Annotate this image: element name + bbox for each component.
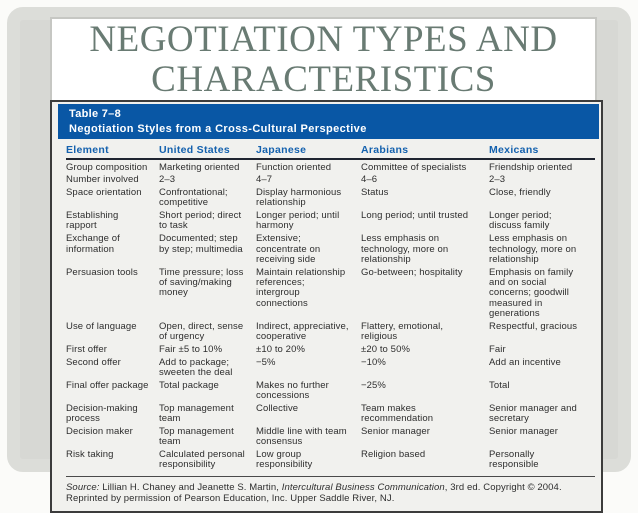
- table-caption: Negotiation Styles from a Cross-Cultural…: [69, 123, 367, 135]
- table-cell: Use of language: [66, 320, 137, 332]
- table-body: Group composition Marketing oriented Funct…: [66, 160, 595, 471]
- table-cell: Add to package; sweeten the deal: [159, 356, 233, 378]
- table-row: Persuasion tools Time pressure; loss of s…: [66, 265, 595, 319]
- table-cell: Collective: [256, 402, 299, 414]
- table-cell: −10%: [361, 356, 386, 368]
- table-cell: Longer period; until harmony: [256, 210, 340, 232]
- table-cell: Marketing oriented: [159, 161, 240, 173]
- table-cell: Friendship oriented: [489, 161, 573, 173]
- page-title-line-1: NEGOTIATION TYPES AND: [89, 19, 558, 60]
- table-cell: 4–7: [256, 174, 273, 186]
- table-cell: Number involved: [66, 174, 139, 186]
- table-row: Exchange of information Documented; step …: [66, 232, 595, 265]
- table-cell: Low group responsibility: [256, 448, 313, 471]
- table-row: Second offer Add to package; sweeten the …: [66, 355, 595, 378]
- table-cell: First offer: [66, 343, 108, 355]
- table-row: First offer Fair ±5 to 10% ±10 to 20% ±20 t…: [66, 342, 595, 355]
- table-row: Use of language Open, direct, sense of ur…: [66, 319, 595, 342]
- table-header-bar: Table 7–8 Negotiation Styles from a Cros…: [58, 104, 599, 139]
- table-cell: Maintain relationship references; interg…: [256, 266, 346, 309]
- table-cell: Middle line with team consensus: [256, 425, 347, 448]
- table-cell: Open, direct, sense of urgency: [159, 320, 244, 342]
- table-cell: Total package: [159, 379, 219, 391]
- table-row: Establishing rapport Short period; direct…: [66, 209, 595, 232]
- table-cell: Space orientation: [66, 187, 142, 199]
- table-cell: Fair: [489, 343, 506, 355]
- table-cell: Go-between; hospitality: [361, 266, 463, 278]
- table-cell: Fair ±5 to 10%: [159, 343, 223, 355]
- table-row: Space orientation Confrontational; compet…: [66, 186, 595, 209]
- table-cell: Less emphasis on technology, more on rel…: [489, 233, 577, 265]
- table-cell: Longer period; discuss family: [489, 210, 552, 232]
- table-cell: Documented; step by step; multimedia: [159, 233, 243, 255]
- table-cell: Decision maker: [66, 425, 133, 437]
- column-header-japanese: Japanese: [256, 144, 307, 156]
- table-cell: Establishing rapport: [66, 210, 119, 232]
- table-cell: Status: [361, 187, 389, 199]
- table-cell: Add an incentive: [489, 356, 561, 368]
- table-cell: ±20 to 50%: [361, 343, 410, 355]
- table-row: Group composition Marketing oriented Funct…: [66, 160, 595, 173]
- column-header-arabians: Arabians: [361, 144, 409, 156]
- table-cell: Personally responsible: [489, 448, 539, 471]
- table-cell: Respectful, gracious: [489, 320, 578, 332]
- table-cell: Second offer: [66, 356, 121, 368]
- table-cell: Persuasion tools: [66, 266, 138, 278]
- table-cell: Flattery, emotional, religious: [361, 320, 444, 342]
- table-cell: Less emphasis on technology, more on rel…: [361, 233, 449, 265]
- table-content: Element United States Japanese Arabians …: [52, 139, 601, 471]
- table-cell: Top management team: [159, 402, 234, 425]
- table-cell: Confrontational; competitive: [159, 187, 228, 209]
- table-cell: Group composition: [66, 161, 148, 173]
- table-cell: Display harmonious relationship: [256, 187, 342, 209]
- table-cell: Time pressure; loss of saving/making mon…: [159, 266, 244, 299]
- table-cell: Extensive; concentrate on receiving side: [256, 233, 321, 265]
- table-row: Number involved 2–3 4–7 4–6 2–3: [66, 173, 595, 186]
- table-cell: 4–6: [361, 174, 378, 186]
- table-cell: Short period; direct to task: [159, 210, 242, 232]
- source-authors: Lillian H. Chaney and Jeanette S. Martin…: [99, 481, 282, 493]
- column-header-mexicans: Mexicans: [489, 144, 539, 156]
- table-cell: Emphasis on family and on social concern…: [489, 266, 574, 319]
- table-cell: Top management team: [159, 425, 234, 448]
- table-cell: Committee of specialists: [361, 161, 467, 173]
- table-cell: Final offer package: [66, 379, 149, 391]
- source-book-title: Intercultural Business Communication: [281, 481, 445, 493]
- table-cell: Long period; until trusted: [361, 210, 469, 222]
- table-cell: Senior manager: [361, 425, 430, 437]
- table-cell: Exchange of information: [66, 233, 120, 255]
- table-figure: Table 7–8 Negotiation Styles from a Cros…: [50, 100, 603, 513]
- table-cell: Indirect, appreciative, cooperative: [256, 320, 349, 342]
- table-cell: Senior manager and secretary: [489, 402, 577, 425]
- table-cell: Team makes recommendation: [361, 402, 434, 425]
- table-label: Table 7–8: [69, 108, 122, 120]
- table-cell: −25%: [361, 379, 386, 391]
- table-cell: Religion based: [361, 448, 426, 460]
- table-cell: Function oriented: [256, 161, 332, 173]
- table-cell: Close, friendly: [489, 187, 551, 199]
- table-row: Decision maker Top management team Middle …: [66, 424, 595, 447]
- table-cell: Makes no further concessions: [256, 379, 329, 401]
- column-header-element: Element: [66, 144, 109, 156]
- source-label: Source:: [66, 481, 100, 493]
- table-cell: −5%: [256, 356, 276, 368]
- title-box: NEGOTIATION TYPES AND CHARACTERISTICS: [50, 17, 597, 103]
- source-note: Source: Lillian H. Chaney and Jeanette S…: [66, 475, 595, 505]
- table-cell: ±10 to 20%: [256, 343, 305, 355]
- table-cell: Total: [489, 379, 510, 391]
- table-cell: Decision-making process: [66, 402, 138, 425]
- table-cell: Calculated personal responsibility: [159, 448, 245, 471]
- page-title-line-2: CHARACTERISTICS: [151, 59, 496, 100]
- table-row: Final offer package Total package Makes no…: [66, 378, 595, 401]
- table-cell: Senior manager: [489, 425, 558, 437]
- column-header-united-states: United States: [159, 144, 230, 156]
- table-row: Risk taking Calculated personal responsib…: [66, 447, 595, 470]
- table-row: Decision-making process Top management te…: [66, 401, 595, 424]
- table-cell: Risk taking: [66, 448, 114, 460]
- table-cell: 2–3: [159, 174, 176, 186]
- table-cell: 2–3: [489, 174, 506, 186]
- column-header-row: Element United States Japanese Arabians …: [66, 139, 595, 160]
